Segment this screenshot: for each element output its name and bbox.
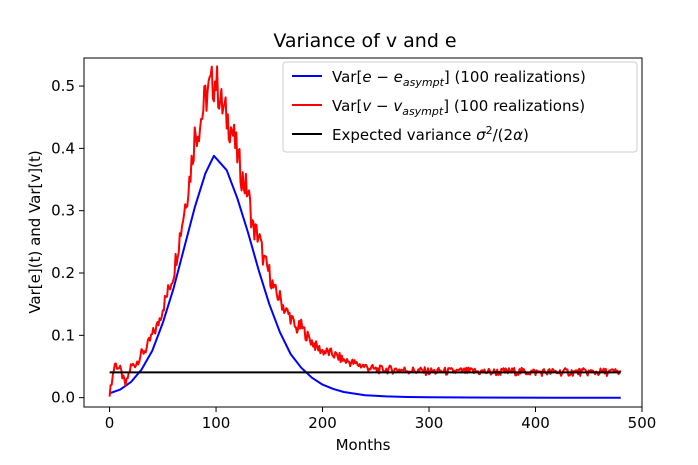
legend-x-part-1: σ — [476, 126, 486, 144]
legend-v-part-4: asympt — [402, 105, 444, 118]
x-axis-label: Months — [336, 436, 391, 454]
legend-x-part-3: /(2 — [493, 126, 513, 144]
legend-v-part-0: Var[ — [332, 97, 362, 115]
x-tick-label: 100 — [202, 414, 231, 432]
series-line-var-v — [108, 65, 622, 397]
legend-e-part-0: Var[ — [332, 68, 362, 86]
x-axis-ticks: 0 100 200 300 400 500 — [105, 407, 657, 432]
legend-x-part-2: 2 — [486, 124, 493, 137]
legend-v-part-3: v — [393, 97, 403, 115]
legend-x-part-0: Expected variance — [332, 126, 476, 144]
plot-frame — [83, 57, 643, 408]
legend: Var[e − easympt] (100 realizations) Var[… — [282, 61, 638, 153]
y-axis-label: Var[e](t) and Var[v](t) — [26, 150, 44, 313]
series-line-var-e — [109, 154, 621, 399]
y-tick-label: 0.2 — [51, 264, 75, 282]
y-tick-label: 0.4 — [51, 139, 75, 157]
legend-box — [282, 61, 638, 153]
y-tick-label: 0.3 — [51, 202, 75, 220]
x-tick-label: 300 — [415, 414, 444, 432]
x-tick-label: 200 — [308, 414, 337, 432]
legend-label-expected: Expected variance σ2/(2α) — [332, 124, 529, 144]
x-tick-label: 500 — [628, 414, 657, 432]
y-tick-label: 0.1 — [51, 326, 75, 344]
x-tick-label: 400 — [521, 414, 550, 432]
legend-e-part-3: e — [394, 68, 403, 86]
legend-label-v: Var[v − vasympt] (100 realizations) — [332, 97, 585, 118]
legend-v-part-5: ] (100 realizations) — [443, 97, 585, 115]
x-tick-label: 0 — [105, 414, 115, 432]
chart-title: Variance of v and e — [273, 30, 456, 52]
y-tick-label: 0.0 — [51, 389, 75, 407]
y-tick-label: 0.5 — [51, 77, 75, 95]
plot-series-group — [108, 65, 622, 399]
legend-x-part-5: ) — [523, 126, 529, 144]
legend-e-part-4: asympt — [403, 76, 445, 89]
legend-x-part-4: α — [513, 126, 523, 144]
y-axis-ticks: 0.0 0.1 0.2 0.3 0.4 0.5 — [51, 77, 84, 407]
legend-v-part-1: v — [362, 97, 372, 115]
legend-e-part-5: ] (100 realizations) — [444, 68, 586, 86]
legend-e-part-1: e — [362, 68, 371, 86]
legend-e-part-2: − — [372, 68, 394, 86]
legend-v-part-2: − — [371, 97, 393, 115]
legend-label-e: Var[e − easympt] (100 realizations) — [332, 68, 586, 89]
